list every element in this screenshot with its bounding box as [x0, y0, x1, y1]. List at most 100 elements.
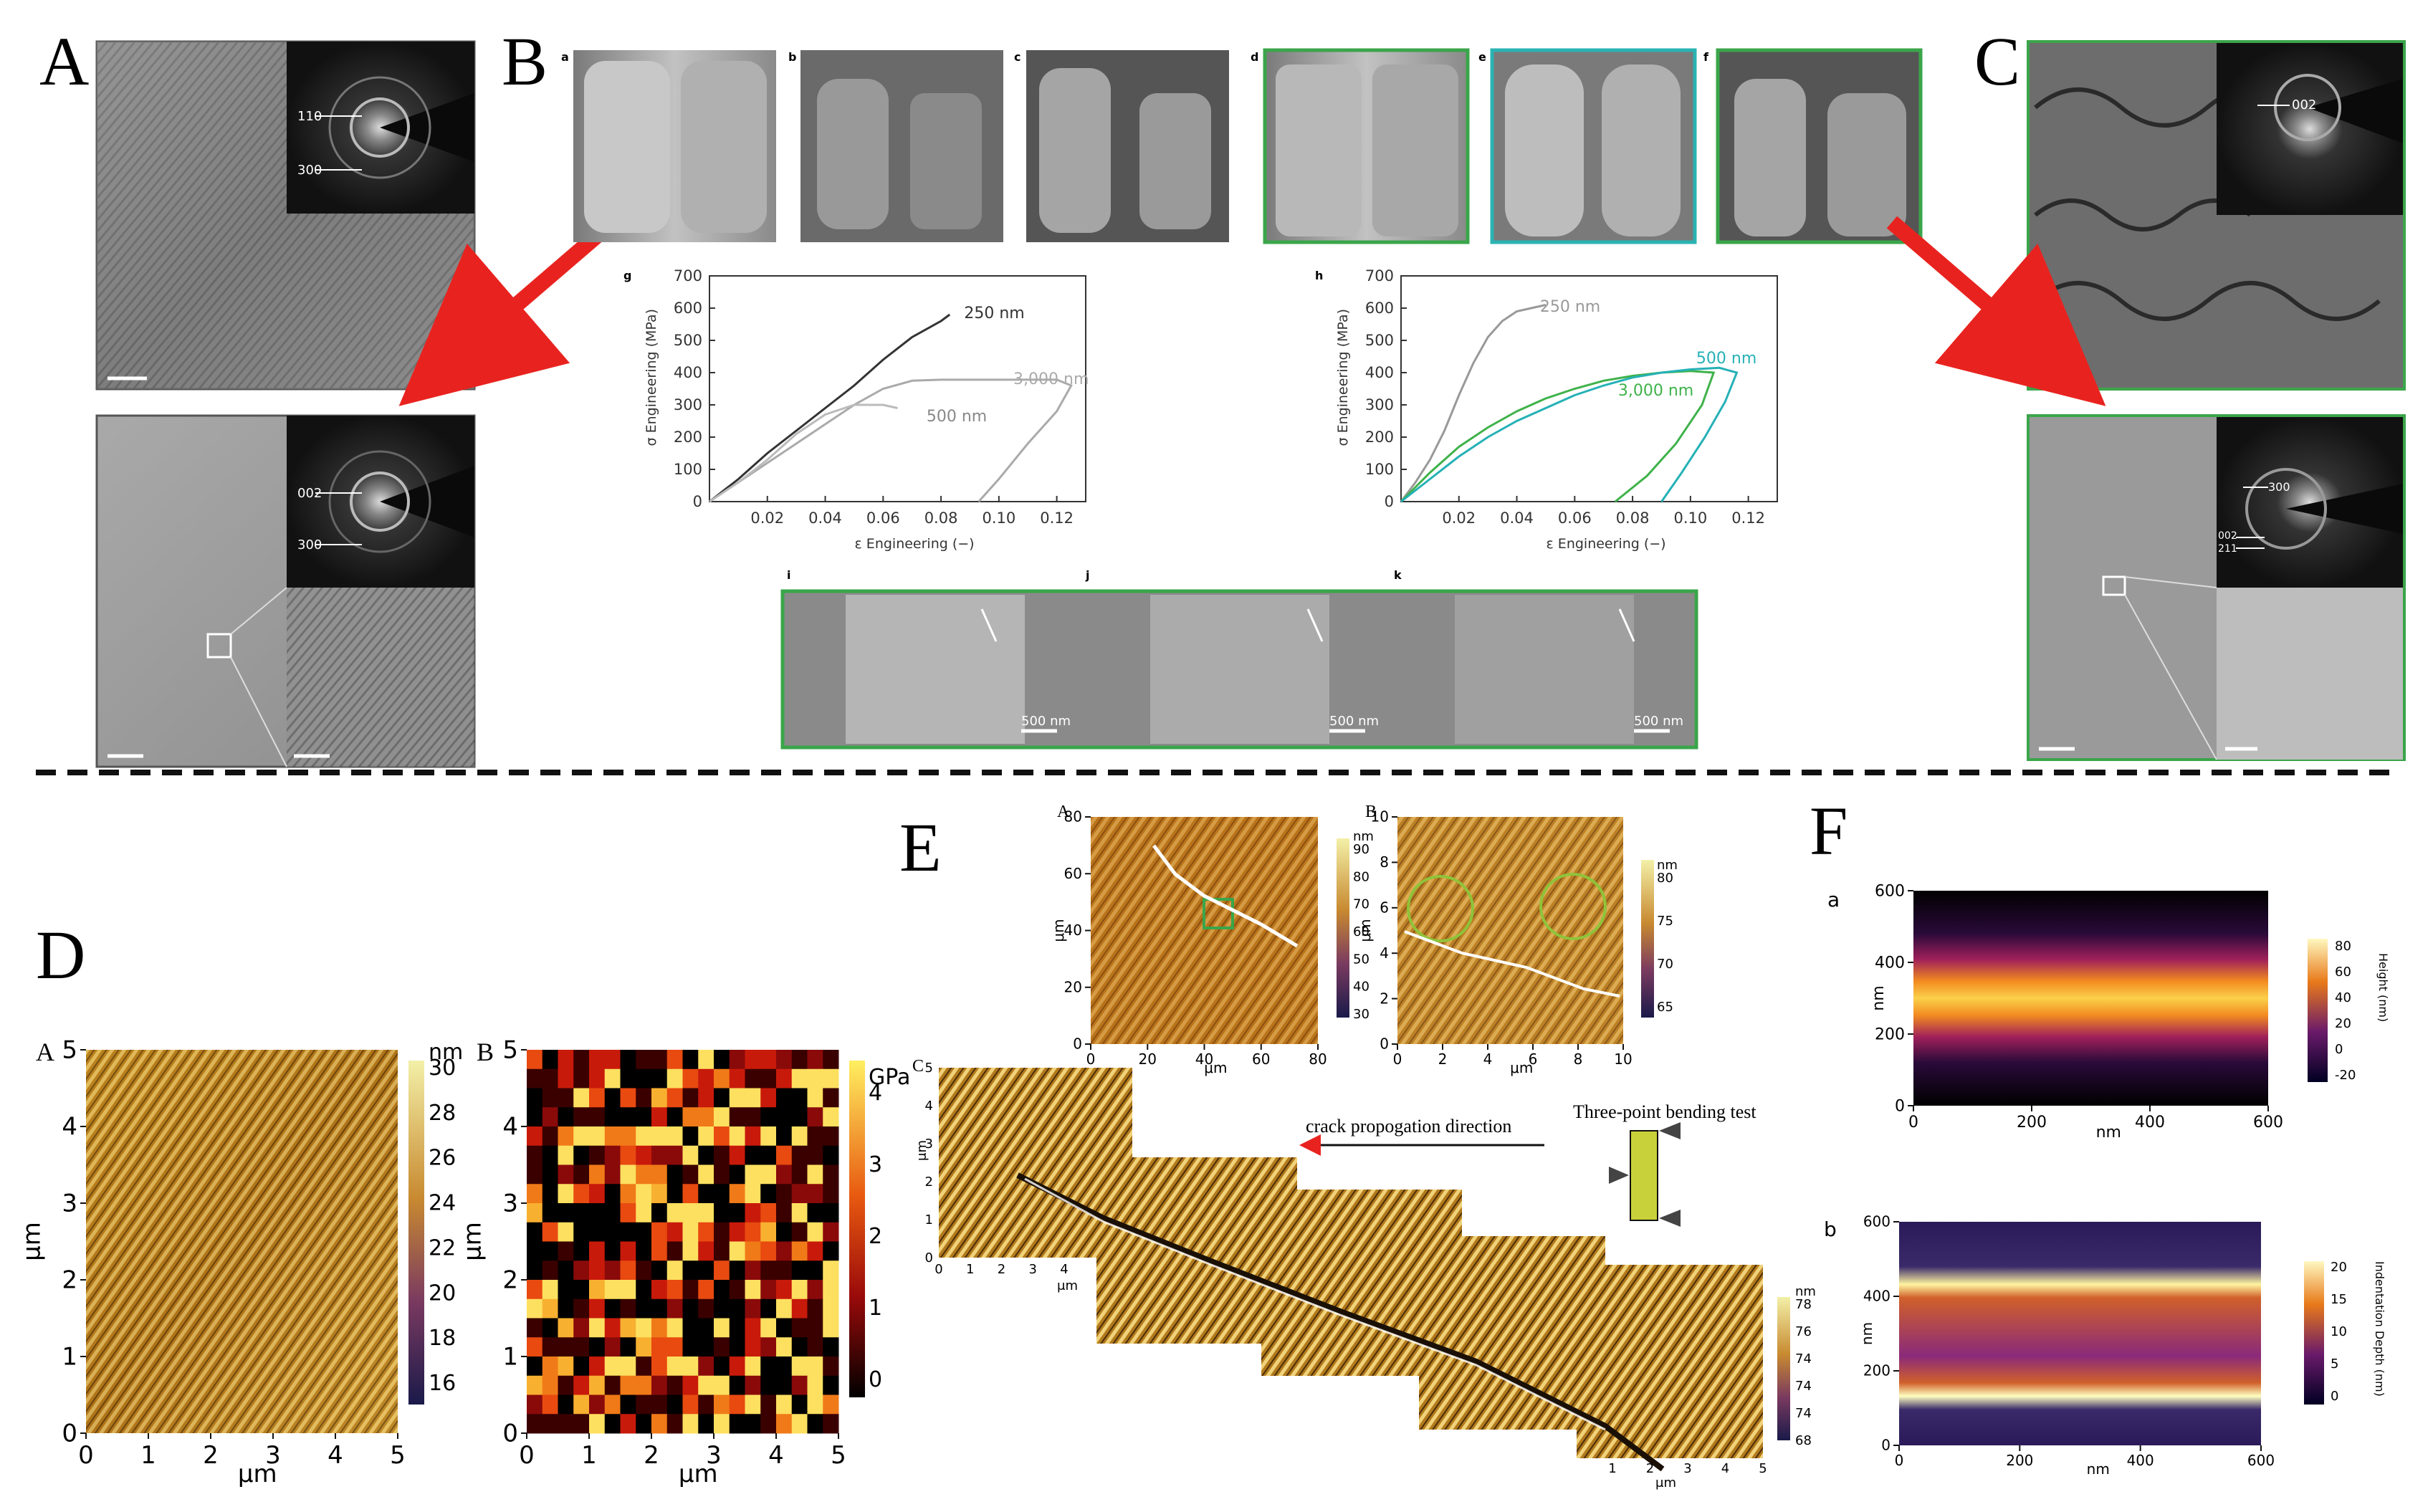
- series-label: 3,000 nm: [1618, 382, 1693, 400]
- heatmap-cell: [807, 1337, 823, 1357]
- x-tick-label: 0: [935, 1262, 942, 1277]
- heatmap-cell: [604, 1107, 621, 1127]
- x-tick-label: 0.10: [982, 509, 1015, 527]
- x-tick-label: 0.04: [808, 509, 842, 527]
- heatmap-cell: [807, 1260, 823, 1281]
- sublabel-e: e: [1478, 50, 1486, 64]
- heatmap-cell: [714, 1375, 730, 1395]
- heatmap-cell: [807, 1298, 823, 1319]
- afm-image-E-B: [1397, 817, 1654, 1044]
- heatmap-cell: [698, 1414, 714, 1434]
- heatmap-cell: [714, 1203, 730, 1223]
- y-tick-label: 100: [1365, 461, 1394, 478]
- x-tick-label: 1: [581, 1441, 597, 1470]
- x-unit: μm: [1057, 1278, 1078, 1293]
- y-tick-label: 500: [1365, 332, 1394, 349]
- y-tick-label: 600: [1365, 300, 1394, 317]
- heatmap-cell: [620, 1222, 636, 1242]
- y-tick-label: 40: [1064, 922, 1082, 939]
- heatmap-cell: [791, 1280, 808, 1300]
- y-tick-label: 20: [1064, 978, 1082, 995]
- heatmap-cell: [542, 1414, 558, 1434]
- heatmap-cell: [776, 1394, 793, 1415]
- heatmap-cell: [682, 1375, 699, 1395]
- y-tick-label: 200: [674, 429, 702, 446]
- heatmap-cell: [589, 1050, 606, 1070]
- heatmap-cell: [542, 1222, 558, 1242]
- x-axis-label: ε Engineering (−): [1547, 536, 1666, 552]
- afm-height-map-D: [86, 1050, 424, 1433]
- x-tick-label: 4: [768, 1441, 784, 1470]
- afm-image-E-A: [1091, 817, 1349, 1044]
- heatmap-cell: [558, 1280, 574, 1300]
- heatmap-cell: [666, 1164, 683, 1185]
- y-tick-label: 10: [1371, 808, 1389, 826]
- heatmap-cell: [589, 1222, 606, 1242]
- heatmap-cell: [698, 1107, 714, 1127]
- heatmap-cell: [604, 1184, 621, 1204]
- x-tick-label: 8: [1574, 1051, 1583, 1068]
- colorbar-tick: 90: [1353, 842, 1370, 857]
- heatmap-cell: [776, 1184, 793, 1204]
- heatmap-cell: [651, 1394, 668, 1415]
- heatmap-cell: [542, 1318, 558, 1338]
- heatmap-cell: [573, 1298, 590, 1319]
- ring-label: 300: [2268, 480, 2290, 494]
- heatmap-cell: [698, 1337, 714, 1357]
- x-tick-label: 0: [1393, 1051, 1402, 1068]
- colorbar-tick: 80: [1353, 869, 1370, 884]
- heatmap-cell: [542, 1203, 558, 1223]
- heatmap-cell: [823, 1260, 839, 1281]
- y-tick-label: 2: [1380, 990, 1389, 1007]
- heatmap-cell: [527, 1280, 543, 1300]
- sublabel-EB: B: [1365, 803, 1377, 821]
- heatmap-cell: [791, 1414, 808, 1434]
- heatmap-cell: [682, 1107, 699, 1127]
- heatmap-cell: [760, 1068, 777, 1088]
- y-tick-label: 0: [1881, 1437, 1891, 1454]
- heatmap-cell: [558, 1357, 574, 1377]
- colorbar-tick: 2: [869, 1224, 882, 1249]
- heatmap-cell: [573, 1222, 590, 1242]
- y-tick-label: 3: [62, 1189, 77, 1217]
- y-tick-label: 80: [1064, 808, 1082, 826]
- heatmap-cell: [604, 1203, 621, 1223]
- ring-label: 211: [2218, 543, 2237, 555]
- heatmap-cell: [791, 1107, 808, 1127]
- heatmap-cell: [698, 1394, 714, 1415]
- heatmap-cell: [604, 1050, 621, 1070]
- heatmap-cell: [714, 1260, 730, 1281]
- heatmap-cell: [651, 1318, 668, 1338]
- heatmap-cell: [558, 1222, 574, 1242]
- tem-image-C-top: 002: [2027, 40, 2406, 391]
- heatmap-cell: [620, 1280, 636, 1300]
- ring-label: 300: [297, 537, 322, 552]
- heatmap-cell: [776, 1107, 793, 1127]
- heatmap-cell: [573, 1260, 590, 1281]
- x-axis-label: nm: [2087, 1460, 2110, 1478]
- series-label: 250 nm: [964, 305, 1024, 322]
- colorbar-unit: nm: [1353, 829, 1374, 844]
- heatmap-cell: [745, 1414, 761, 1434]
- heatmap-cell: [558, 1241, 574, 1261]
- colorbar-tick: -20: [2335, 1068, 2356, 1083]
- heatmap-cell: [745, 1068, 761, 1088]
- heatmap-cell: [651, 1068, 668, 1088]
- heatmap-cell: [527, 1088, 543, 1108]
- afm-crack-mosaic-E-C: [939, 1068, 1790, 1472]
- x-tick-label: 5: [831, 1441, 846, 1470]
- heatmap-cell: [745, 1203, 761, 1223]
- heatmap-cell: [807, 1068, 823, 1088]
- heatmap-cell: [682, 1357, 699, 1377]
- y-tick-label: 0: [925, 1250, 933, 1265]
- heatmap-cell: [698, 1318, 714, 1338]
- heatmap-cell: [807, 1414, 823, 1434]
- y-tick-label: 0: [1895, 1097, 1905, 1115]
- heatmap-cell: [729, 1260, 745, 1281]
- heatmap-cell: [698, 1184, 714, 1204]
- x-tick-label: 2: [203, 1441, 219, 1470]
- x-tick-label: 1: [1608, 1461, 1616, 1476]
- heatmap-cell: [698, 1298, 714, 1319]
- heatmap-cell: [636, 1050, 652, 1070]
